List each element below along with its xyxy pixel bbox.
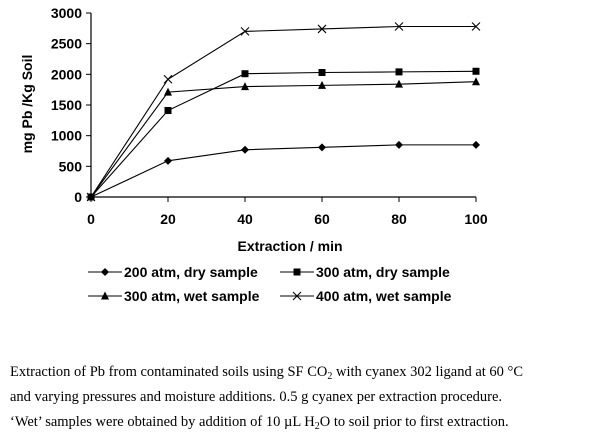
- legend-label: 300 atm, wet sample: [124, 288, 260, 304]
- x-marker-stroke: [471, 22, 481, 31]
- legend-marker: [293, 268, 301, 276]
- data-point: [164, 107, 172, 115]
- caption-line-3-text-end: O to soil prior to first extraction.: [319, 414, 509, 430]
- caption-line-1-subscript: 2: [327, 371, 333, 382]
- legend-item-2: 300 atm, dry sample: [280, 264, 450, 280]
- data-point: [394, 22, 404, 31]
- x-tick-label: 40: [237, 211, 253, 227]
- data-point: [472, 140, 480, 149]
- series-group: [86, 22, 481, 202]
- legend: 200 atm, dry sample 300 atm, dry sample 30…: [88, 264, 452, 304]
- x-tick-label: 80: [391, 211, 407, 227]
- data-point: [241, 70, 249, 78]
- x-tick-label: 60: [314, 211, 330, 227]
- data-point: [317, 24, 327, 34]
- data-point: [240, 27, 250, 36]
- legend-marker: [101, 268, 109, 276]
- y-tick-label: 2500: [51, 36, 82, 52]
- y-tick-labels: 0 500 1000 1500 2000 2500 3000: [51, 5, 82, 205]
- data-point: [395, 79, 403, 88]
- data-point: [86, 192, 96, 202]
- series-1: [87, 140, 480, 201]
- x-tick-label: 20: [160, 211, 176, 227]
- data-point: [471, 22, 481, 31]
- x-tick-label: 0: [87, 211, 95, 227]
- series-3: [87, 77, 480, 201]
- y-tick-label: 1500: [51, 97, 82, 113]
- legend-label: 200 atm, dry sample: [124, 264, 258, 280]
- legend-item-3: 300 atm, wet sample: [88, 288, 260, 304]
- data-point: [164, 87, 172, 96]
- data-point: [395, 68, 403, 76]
- series-line: [90, 25, 476, 198]
- x-axis-label: Extraction / min: [237, 238, 342, 254]
- data-point: [318, 80, 326, 89]
- legend-label: 400 atm, wet sample: [316, 288, 452, 304]
- y-tick-label: 1000: [51, 128, 82, 144]
- figure-caption: Extraction of Pb from contaminated soils…: [10, 360, 585, 435]
- x-marker-stroke: [394, 22, 404, 31]
- y-tick-label: 2000: [51, 66, 82, 82]
- legend-label: 300 atm, dry sample: [316, 264, 450, 280]
- caption-line-2: and varying pressures and moisture addit…: [10, 389, 503, 405]
- y-tick-label: 0: [74, 189, 82, 205]
- series-line: [90, 144, 476, 198]
- data-point: [318, 68, 326, 76]
- data-point: [241, 145, 249, 154]
- series-line: [90, 70, 477, 198]
- data-point: [241, 82, 249, 91]
- x-marker-stroke: [163, 74, 173, 84]
- x-marker-stroke: [86, 192, 96, 202]
- series-line: [90, 81, 477, 198]
- axes: [86, 12, 477, 202]
- x-marker-stroke: [317, 24, 327, 34]
- legend-marker: [101, 291, 109, 300]
- caption-line-1: Extraction of Pb from contaminated soils…: [10, 360, 585, 385]
- data-point: [164, 156, 172, 165]
- series-2: [87, 67, 480, 201]
- caption-line-3: ‘Wet’ samples were obtained by addition …: [10, 410, 585, 435]
- x-marker-stroke: [240, 27, 250, 36]
- y-axis-label: mg Pb /Kg Soil: [19, 55, 35, 154]
- caption-line-3-text: ‘Wet’ samples were obtained by addition …: [10, 414, 315, 430]
- caption-line-3-subscript: 2: [314, 421, 320, 432]
- y-tick-label: 3000: [51, 5, 82, 21]
- y-tick-label: 500: [59, 158, 83, 174]
- data-point: [163, 74, 173, 84]
- legend-marker: [292, 291, 302, 301]
- x-tick-labels: 0 20 40 60 80 100: [87, 211, 488, 227]
- data-point: [472, 67, 480, 75]
- data-point: [395, 140, 403, 149]
- line-chart: 0 500 1000 1500 2000 2500 3000 0 20 40 60 80 100 mg…: [19, 5, 488, 304]
- caption-line-1-text: Extraction of Pb from contaminated soils…: [10, 364, 328, 380]
- x-tick-label: 100: [464, 211, 488, 227]
- x-marker-stroke: [292, 291, 302, 301]
- legend-item-4: 400 atm, wet sample: [280, 288, 452, 304]
- legend-item-1: 200 atm, dry sample: [88, 264, 258, 280]
- data-point: [472, 77, 480, 86]
- data-point: [318, 143, 326, 152]
- caption-line-1-text-end: with cyanex 302 ligand at 60 °C: [332, 364, 524, 380]
- series-4: [86, 22, 481, 202]
